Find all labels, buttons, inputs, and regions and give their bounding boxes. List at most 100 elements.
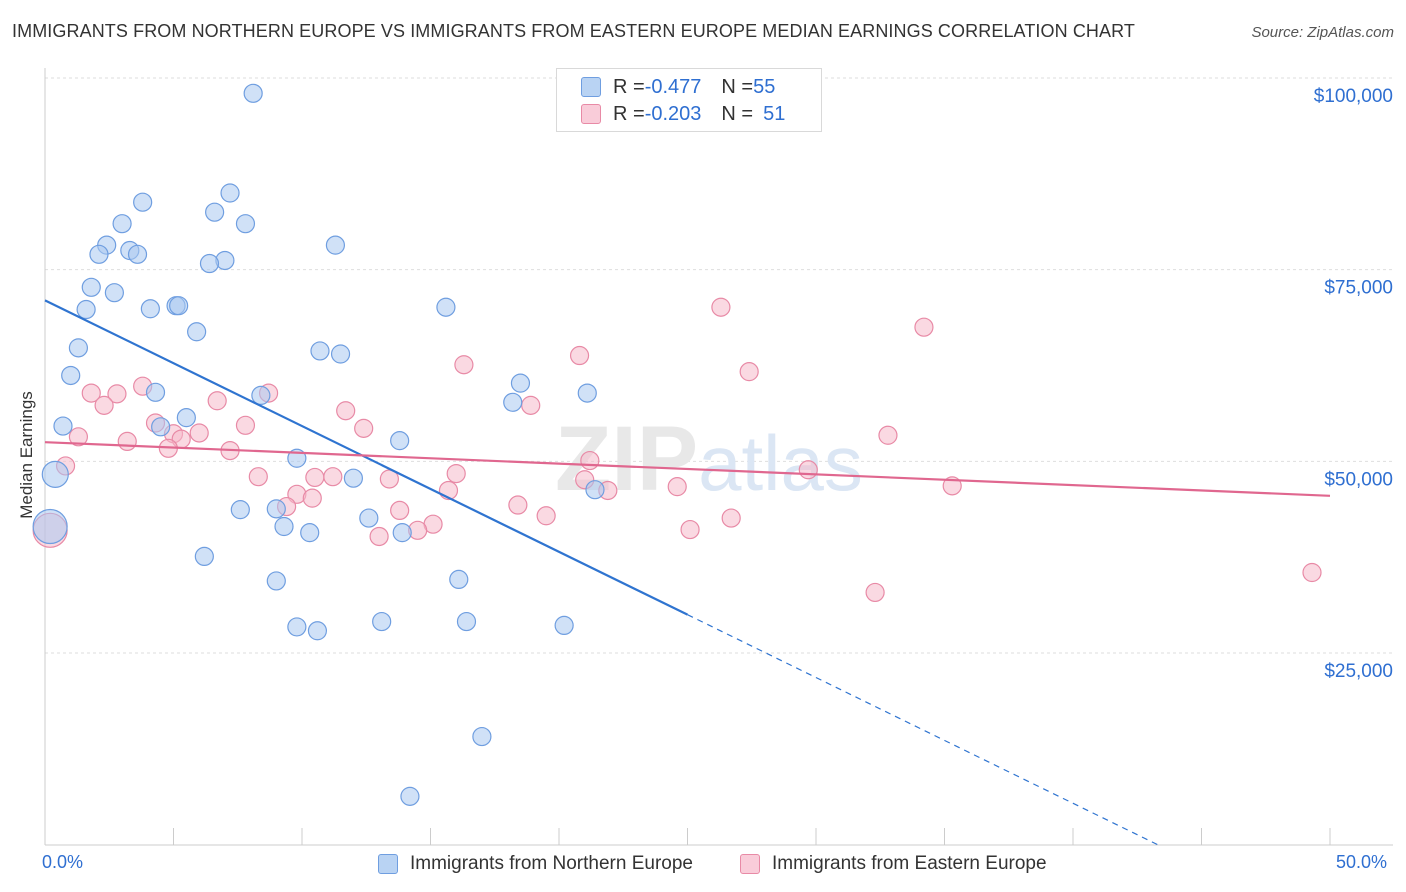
source-label: Source: ZipAtlas.com [1251,24,1394,41]
eastern-point-12 [336,401,356,421]
y-tick-label-1: $50,000 [1324,469,1393,490]
eastern-point-24 [580,450,600,471]
northern-point-19 [436,297,456,317]
legend-r-label: R = [613,102,645,125]
eastern-point-47 [865,582,885,603]
northern-point-23 [330,344,351,364]
northern-point-31 [53,416,73,436]
northern-point-38 [266,499,286,519]
legend-n-label: N = [721,102,754,125]
northern-point-28 [251,385,271,405]
y-axis-label: Median Earnings [17,391,36,519]
northern-point-9 [127,244,148,264]
legend-swatch-pink [581,104,601,124]
northern-point-42 [300,523,320,543]
northern-point-41 [274,516,294,537]
northern-point-53 [400,786,420,806]
eastern-point-43 [721,508,741,528]
northern-point-1 [133,192,153,212]
eastern-point-15 [354,418,374,438]
legend-item-northern[interactable]: Immigrants from Northern Europe [378,852,693,876]
northern-point-47 [456,611,477,632]
eastern-trend-line [44,441,1331,497]
northern-point-51 [554,615,574,636]
eastern-point-3 [454,355,474,375]
northern-point-21 [68,338,89,358]
eastern-point-40 [508,495,528,515]
northern-point-36 [343,468,363,488]
eastern-point-45 [680,519,700,540]
northern-point-45 [266,571,286,591]
legend-swatch-pink [740,854,760,874]
eastern-point-10 [94,395,114,415]
northern-point-54 [32,508,68,545]
eastern-point-17 [189,423,209,443]
eastern-point-20 [117,431,137,451]
northern-point-44 [194,546,214,567]
northern-point-25 [510,373,531,393]
northern-point-29 [503,392,523,412]
legend-r-value: -0.203 [644,102,702,125]
northern-point-6 [325,235,346,255]
legend-label-northern: Immigrants from Northern Europe [410,853,693,874]
northern-point-33 [390,431,410,451]
northern-point-13 [81,277,101,297]
eastern-point-29 [323,467,343,487]
correlation-legend: R = -0.477 N = 55 R = -0.203 N = 51 [556,68,822,132]
chart-title: IMMIGRANTS FROM NORTHERN EUROPE VS IMMIG… [12,21,1135,41]
northern-point-49 [287,617,307,637]
northern-point-39 [230,500,250,520]
eastern-point-41 [390,500,410,520]
legend-row-eastern: R = -0.203 N = 51 [581,102,785,126]
northern-europe-points [32,83,605,806]
legend-r-label: R = [613,75,645,98]
eastern-point-9 [207,391,227,411]
eastern-point-27 [248,467,268,487]
x-tick-label-min: 0.0% [42,852,84,872]
eastern-point-14 [235,415,256,435]
northern-point-4 [235,214,256,234]
northern-point-30 [176,408,196,428]
eastern-point-11 [521,395,541,415]
eastern-point-19 [68,427,89,447]
legend-n-value: 55 [753,75,776,98]
eastern-point-42 [536,506,556,526]
northern-point-10 [89,244,109,264]
northern-point-48 [372,611,392,632]
eastern-point-0 [711,297,731,317]
eastern-point-28 [446,464,466,484]
eastern-point-2 [569,345,590,366]
eastern-point-7 [107,384,127,404]
northern-point-27 [577,383,597,403]
eastern-point-34 [942,476,962,496]
y-tick-labels: $25,000 $50,000 $75,000 $100,000 [1314,86,1393,682]
northern-point-37 [585,480,605,500]
trend-lines [44,299,1331,846]
northern-point-2 [220,183,240,203]
legend-n-value: 51 [763,102,786,125]
y-tick-label-2: $75,000 [1324,278,1393,299]
northern-point-12 [199,253,220,274]
northern-point-16 [140,299,160,319]
northern-point-52 [472,726,492,747]
eastern-point-38 [302,488,322,508]
northern-point-50 [307,621,328,641]
northern-point-20 [187,322,207,342]
legend-item-eastern[interactable]: Immigrants from Eastern Europe [740,852,1047,876]
northern-point-43 [392,523,412,543]
northern-point-35 [41,460,69,488]
northern-point-3 [112,214,132,234]
northern-point-0 [243,83,263,103]
eastern-point-18 [878,425,898,445]
eastern-point-6 [81,383,101,403]
grid-lines [45,77,1393,654]
x-tick-label-max: 50.0% [1336,852,1388,872]
y-tick-label-0: $25,000 [1324,661,1393,682]
eastern-europe-points [32,297,1322,603]
eastern-point-48 [1302,562,1322,583]
northern-point-40 [359,508,379,528]
legend-row-northern: R = -0.477 N = 55 [581,75,775,99]
eastern-point-26 [798,460,818,480]
northern-point-26 [145,382,166,402]
